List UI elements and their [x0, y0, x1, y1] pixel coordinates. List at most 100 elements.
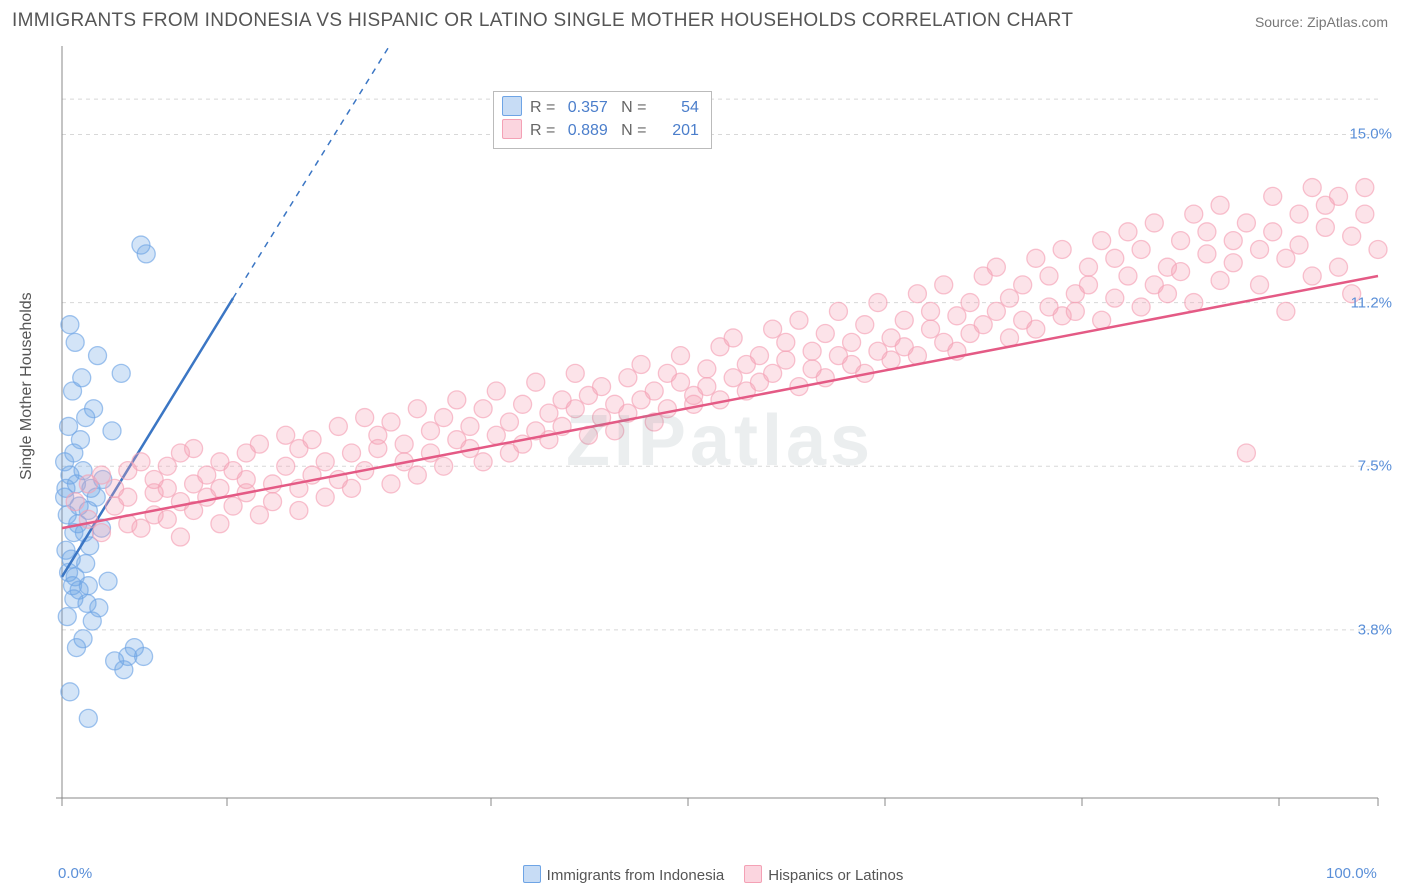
data-point: [658, 400, 676, 418]
data-point: [382, 475, 400, 493]
data-point: [137, 245, 155, 263]
data-point: [264, 493, 282, 511]
data-point: [1185, 205, 1203, 223]
data-point: [61, 316, 79, 334]
data-point: [99, 572, 117, 590]
data-point: [115, 661, 133, 679]
legend-swatch: [523, 865, 541, 883]
data-point: [843, 333, 861, 351]
data-point: [461, 417, 479, 435]
data-point: [619, 369, 637, 387]
legend-stat-row: R = 0.889 N = 201: [502, 119, 699, 142]
data-point: [61, 683, 79, 701]
data-point: [816, 325, 834, 343]
data-point: [1224, 254, 1242, 272]
data-point: [935, 276, 953, 294]
data-point: [474, 400, 492, 418]
data-point: [250, 506, 268, 524]
data-point: [135, 647, 153, 665]
data-point: [211, 515, 229, 533]
legend-swatch: [502, 96, 522, 116]
data-point: [158, 510, 176, 528]
y-tick-label: 15.0%: [1349, 126, 1392, 143]
data-point: [474, 453, 492, 471]
y-tick-label: 11.2%: [1351, 294, 1392, 311]
data-point: [303, 431, 321, 449]
legend-swatch: [744, 865, 762, 883]
data-point: [198, 466, 216, 484]
data-point: [1001, 289, 1019, 307]
data-point: [66, 333, 84, 351]
data-point: [343, 444, 361, 462]
data-point: [1303, 179, 1321, 197]
n-value: 54: [651, 97, 699, 119]
data-point: [435, 409, 453, 427]
data-point: [1079, 276, 1097, 294]
data-point: [382, 413, 400, 431]
x-tick-label: 100.0%: [1326, 865, 1377, 882]
data-point: [1303, 267, 1321, 285]
data-point: [764, 364, 782, 382]
data-point: [1158, 285, 1176, 303]
data-point: [1330, 187, 1348, 205]
data-point: [698, 378, 716, 396]
chart-title: IMMIGRANTS FROM INDONESIA VS HISPANIC OR…: [12, 10, 1073, 32]
data-point: [329, 417, 347, 435]
source-attribution: Source: ZipAtlas.com: [1255, 14, 1388, 30]
data-point: [829, 302, 847, 320]
data-point: [1027, 320, 1045, 338]
data-point: [1106, 289, 1124, 307]
data-point: [1290, 205, 1308, 223]
data-point: [724, 329, 742, 347]
data-point: [1132, 240, 1150, 258]
data-point: [112, 364, 130, 382]
data-point: [1172, 232, 1190, 250]
data-point: [237, 471, 255, 489]
regression-line: [62, 276, 1378, 528]
data-point: [487, 426, 505, 444]
data-point: [89, 347, 107, 365]
data-point: [1277, 302, 1295, 320]
data-point: [1093, 232, 1111, 250]
data-point: [435, 457, 453, 475]
r-value: 0.357: [560, 97, 608, 119]
data-point: [448, 391, 466, 409]
chart-svg: [50, 46, 1390, 836]
data-point: [856, 316, 874, 334]
data-point: [803, 342, 821, 360]
data-point: [1053, 240, 1071, 258]
data-point: [790, 311, 808, 329]
data-point: [1014, 276, 1032, 294]
data-point: [1145, 214, 1163, 232]
legend-label: Immigrants from Indonesia: [547, 867, 725, 884]
data-point: [408, 400, 426, 418]
data-point: [1330, 258, 1348, 276]
data-point: [1198, 223, 1216, 241]
data-point: [158, 479, 176, 497]
data-point: [869, 294, 887, 312]
data-point: [132, 519, 150, 537]
data-point: [1079, 258, 1097, 276]
data-point: [369, 426, 387, 444]
data-point: [1027, 249, 1045, 267]
data-point: [60, 417, 78, 435]
data-point: [1264, 223, 1282, 241]
y-tick-label: 3.8%: [1358, 621, 1392, 638]
data-point: [908, 285, 926, 303]
correlation-scatter-chart: ZIPatlas R = 0.357 N = 54R = 0.889 N = 2…: [50, 46, 1390, 836]
regression-line-extrapolated: [233, 46, 430, 298]
data-point: [67, 639, 85, 657]
data-point: [58, 608, 76, 626]
data-point: [540, 404, 558, 422]
data-point: [1316, 218, 1334, 236]
data-point: [1119, 223, 1137, 241]
data-point: [66, 493, 84, 511]
data-point: [1290, 236, 1308, 254]
data-point: [1106, 249, 1124, 267]
data-point: [211, 479, 229, 497]
data-point: [527, 373, 545, 391]
data-point: [500, 413, 518, 431]
data-point: [645, 382, 663, 400]
data-point: [672, 347, 690, 365]
data-point: [1369, 240, 1387, 258]
